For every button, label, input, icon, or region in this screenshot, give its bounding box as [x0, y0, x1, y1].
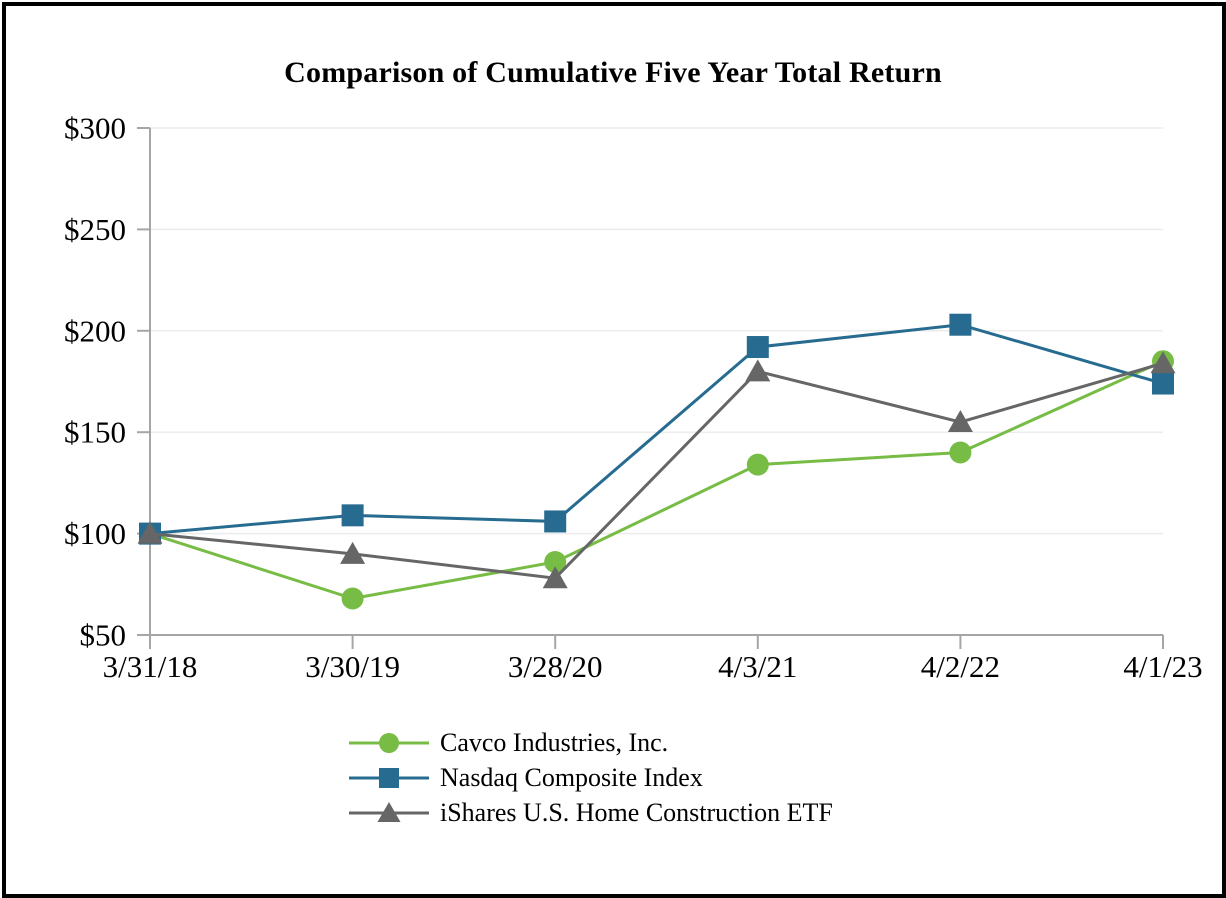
series-marker-square	[1152, 372, 1174, 395]
legend-label: iShares U.S. Home Construction ETF	[440, 797, 833, 827]
legend-item-nasdaq: Nasdaq Composite Index	[347, 760, 833, 795]
series-0	[139, 350, 1174, 610]
legend-label: Nasdaq Composite Index	[440, 762, 703, 792]
y-tick-label: $300	[64, 111, 126, 146]
y-tick-label: $100	[64, 516, 126, 551]
x-tick-label: 3/30/19	[305, 649, 400, 684]
series-marker-square	[949, 313, 972, 336]
x-tick-label: 4/1/23	[1123, 649, 1202, 684]
series-marker-triangle	[340, 541, 366, 564]
series-marker-square	[341, 504, 364, 527]
series-line	[149, 361, 1164, 580]
legend-label: Cavco Industries, Inc.	[440, 727, 669, 757]
series-marker-circle	[746, 453, 769, 476]
series-marker-circle	[379, 732, 399, 753]
y-tick-label: $50	[80, 618, 127, 653]
x-tick-label: 3/31/18	[103, 649, 198, 684]
legend: Cavco Industries, Inc. Nasdaq Composite …	[347, 725, 833, 830]
series-marker-triangle	[377, 801, 401, 822]
y-tick-label: $150	[64, 415, 126, 450]
series-marker-triangle	[745, 359, 771, 382]
series-marker-triangle	[947, 410, 973, 433]
x-tick-label: 4/3/21	[718, 649, 797, 684]
series-marker-square	[379, 767, 399, 788]
chart-title: Comparison of Cumulative Five Year Total…	[284, 56, 942, 89]
legend-marker-triangle-icon	[349, 801, 429, 822]
legend-marker-square-icon	[349, 767, 429, 788]
series-marker-circle	[544, 550, 567, 573]
series-marker-square	[746, 336, 769, 359]
y-tick-label: $200	[64, 313, 126, 348]
y-tick-label: $250	[64, 212, 126, 247]
series-marker-triangle	[542, 566, 568, 589]
series-marker-triangle	[1150, 351, 1176, 374]
series-line	[149, 323, 1164, 536]
series-2	[137, 351, 1176, 589]
x-tick-label: 4/2/22	[921, 649, 1000, 684]
series-marker-circle	[949, 441, 972, 464]
series-marker-square	[544, 510, 567, 533]
series-line	[149, 359, 1164, 601]
series-marker-circle	[341, 587, 364, 610]
legend-marker-circle-icon	[349, 732, 429, 753]
series-1	[139, 313, 1174, 545]
legend-item-ishares: iShares U.S. Home Construction ETF	[347, 795, 833, 830]
x-tick-label: 3/28/20	[508, 649, 603, 684]
legend-item-cavco: Cavco Industries, Inc.	[347, 725, 833, 760]
series-marker-triangle	[137, 521, 163, 544]
